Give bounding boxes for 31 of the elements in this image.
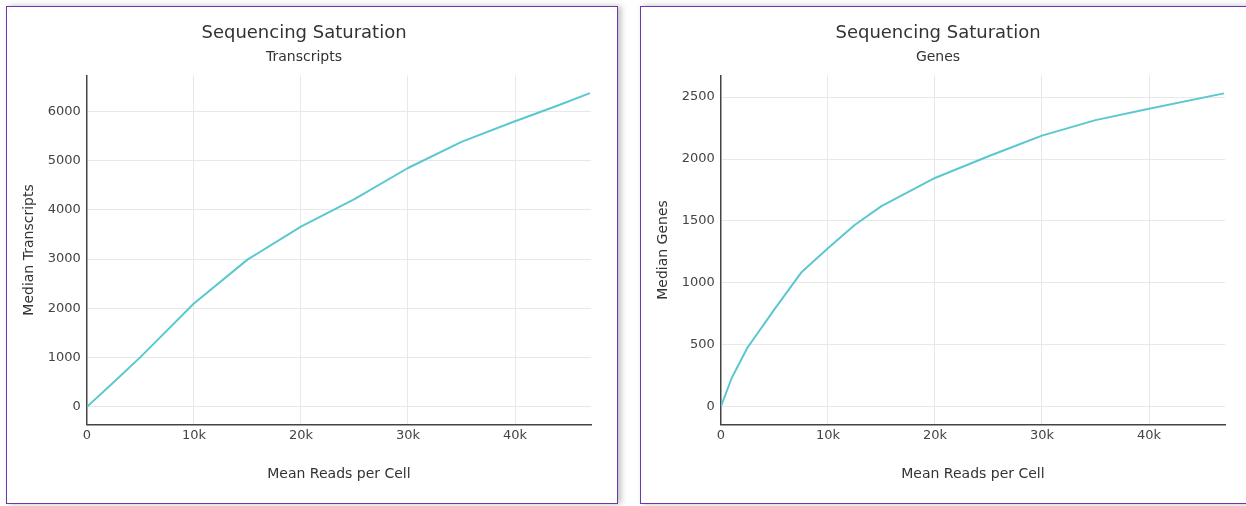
x-tick-label: 30k bbox=[395, 426, 421, 442]
x-tick-label: 0 bbox=[716, 426, 726, 442]
y-tick-label: 1500 bbox=[681, 212, 715, 228]
y-tick-label: 3000 bbox=[47, 250, 81, 266]
chart-title: Sequencing Saturation bbox=[835, 21, 1041, 43]
x-tick-label: 10k bbox=[815, 426, 841, 442]
y-axis-title: Median Transcripts bbox=[20, 184, 37, 316]
y-tick-label: 0 bbox=[706, 398, 715, 414]
y-tick-label: 1000 bbox=[47, 348, 81, 364]
x-axis-title: Mean Reads per Cell bbox=[901, 465, 1045, 482]
x-axis-title: Mean Reads per Cell bbox=[267, 465, 411, 482]
y-tick-label: 0 bbox=[72, 398, 81, 414]
y-tick-label: 2000 bbox=[47, 299, 81, 315]
y-tick-label: 2500 bbox=[681, 88, 715, 104]
x-tick-label: 0 bbox=[82, 426, 92, 442]
x-tick-label: 10k bbox=[181, 426, 207, 442]
chart-subtitle: Genes bbox=[915, 47, 961, 64]
y-tick-label: 2000 bbox=[681, 150, 715, 166]
y-tick-label: 6000 bbox=[47, 102, 81, 118]
x-tick-label: 40k bbox=[502, 426, 528, 442]
x-tick-label: 20k bbox=[922, 426, 948, 442]
y-tick-label: 1000 bbox=[681, 274, 715, 290]
chart-subtitle: Transcripts bbox=[264, 47, 343, 64]
y-tick-label: 4000 bbox=[47, 201, 81, 217]
x-tick-label: 20k bbox=[288, 426, 314, 442]
x-tick-label: 40k bbox=[1136, 426, 1162, 442]
y-axis-title: Median Genes bbox=[654, 200, 671, 300]
y-tick-label: 5000 bbox=[47, 151, 81, 167]
chart-title: Sequencing Saturation bbox=[201, 21, 407, 43]
y-tick-label: 500 bbox=[690, 336, 715, 352]
x-tick-label: 30k bbox=[1029, 426, 1055, 442]
